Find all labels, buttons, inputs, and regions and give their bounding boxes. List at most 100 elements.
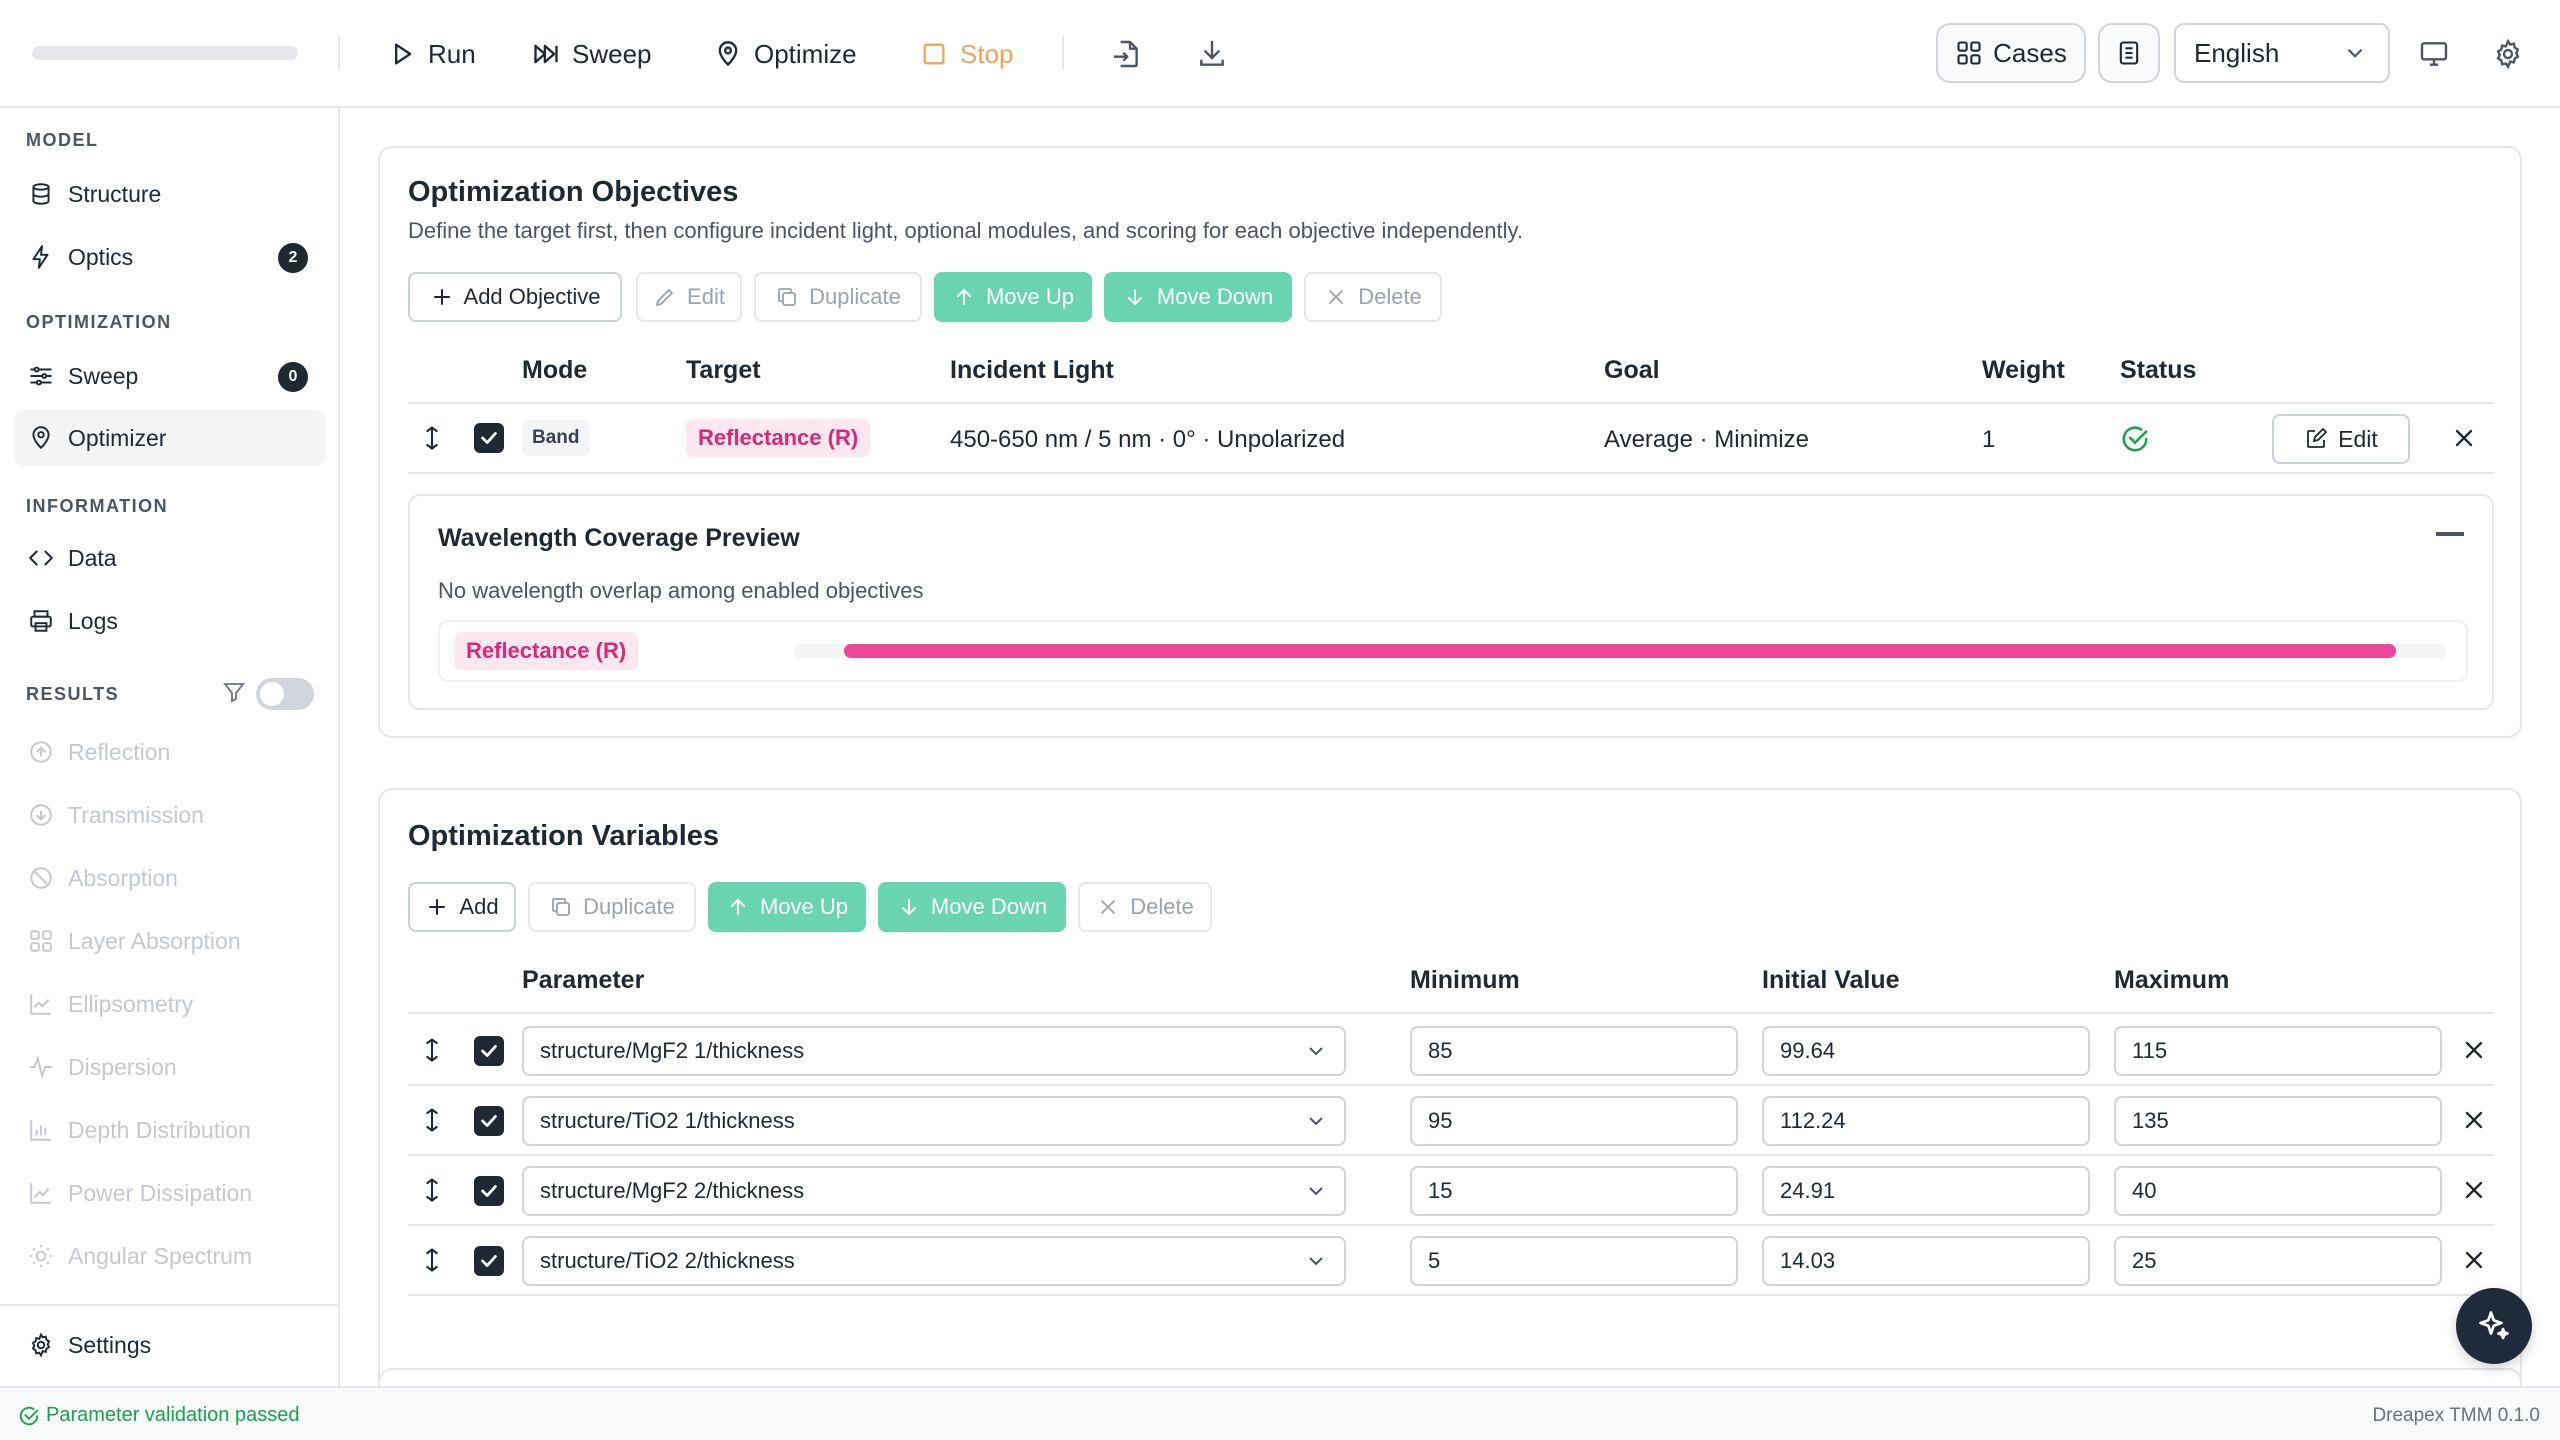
- add-variable-button[interactable]: Add: [408, 882, 516, 932]
- import-button[interactable]: [1108, 36, 1144, 72]
- stop-button[interactable]: Stop: [920, 28, 1014, 80]
- maximum-input[interactable]: 25: [2114, 1236, 2442, 1286]
- duplicate-objective-button[interactable]: Duplicate: [754, 272, 922, 322]
- sidebar-item-depth-distribution[interactable]: Depth Distribution: [14, 1102, 326, 1158]
- initial-value-input[interactable]: 14.03: [1762, 1236, 2090, 1286]
- move-down-variable-button[interactable]: Move Down: [878, 882, 1066, 932]
- drag-handle[interactable]: [418, 1176, 446, 1204]
- cases-button[interactable]: Cases: [1936, 23, 2086, 83]
- drag-handle[interactable]: [418, 1036, 446, 1064]
- parameter-select[interactable]: structure/MgF2 1/thickness: [522, 1026, 1346, 1076]
- optimize-button[interactable]: Optimize: [714, 28, 857, 80]
- maximum-input[interactable]: 40: [2114, 1166, 2442, 1216]
- sidebar-item-sweep[interactable]: Sweep 0: [14, 348, 326, 404]
- settings-gear-button[interactable]: [2490, 36, 2526, 72]
- run-button[interactable]: Run: [388, 28, 476, 80]
- parameter-value: structure/MgF2 2/thickness: [540, 1178, 805, 1203]
- chevron-down-icon: [1309, 1047, 1323, 1056]
- drag-vertical-icon: [426, 1038, 438, 1062]
- parameter-value: structure/MgF2 1/thickness: [540, 1038, 805, 1063]
- download-button[interactable]: [1194, 36, 1230, 72]
- sidebar-item-data[interactable]: Data: [14, 530, 326, 586]
- pencil-icon: [655, 288, 674, 307]
- coverage-track: [794, 644, 2446, 658]
- sidebar-item-settings[interactable]: Settings: [14, 1317, 326, 1373]
- variable-enabled-checkbox[interactable]: [474, 1246, 504, 1276]
- initial-value-input[interactable]: 24.91: [1762, 1166, 2090, 1216]
- initial-value-input[interactable]: 112.24: [1762, 1096, 2090, 1146]
- parameter-select[interactable]: structure/MgF2 2/thickness: [522, 1166, 1346, 1216]
- drag-handle[interactable]: [418, 424, 446, 452]
- duplicate-variable-button[interactable]: Duplicate: [528, 882, 696, 932]
- preview-title: Wavelength Coverage Preview: [438, 524, 800, 552]
- variable-enabled-checkbox[interactable]: [474, 1176, 504, 1206]
- sidebar: MODEL Structure Optics 2 OPTIMIZATION Sw…: [0, 108, 340, 1386]
- variable-enabled-checkbox[interactable]: [474, 1036, 504, 1066]
- ai-assistant-button[interactable]: [2456, 1288, 2532, 1364]
- row-edit-button[interactable]: Edit: [2272, 414, 2410, 464]
- remove-variable-button[interactable]: [2460, 1106, 2488, 1134]
- filter-icon[interactable]: [222, 680, 246, 704]
- coverage-target-tag: Reflectance (R): [454, 632, 639, 670]
- close-icon: [2465, 1251, 2483, 1269]
- column-initial-value: Initial Value: [1762, 966, 1900, 994]
- delete-objective-button[interactable]: Delete: [1304, 272, 1442, 322]
- move-up-variable-button[interactable]: Move Up: [708, 882, 866, 932]
- initial-value-input[interactable]: 99.64: [1762, 1026, 2090, 1076]
- maximum-input[interactable]: 135: [2114, 1096, 2442, 1146]
- sweep-count-badge: 0: [278, 362, 308, 392]
- move-up-objective-button[interactable]: Move Up: [934, 272, 1092, 322]
- minimum-input[interactable]: 15: [1410, 1166, 1738, 1216]
- grid-icon: [1957, 41, 1981, 65]
- sidebar-item-transmission[interactable]: Transmission: [14, 787, 326, 843]
- maximum-input[interactable]: 115: [2114, 1026, 2442, 1076]
- remove-variable-button[interactable]: [2460, 1036, 2488, 1064]
- collapse-icon[interactable]: [2436, 532, 2464, 536]
- sidebar-item-angular-spectrum[interactable]: Angular Spectrum: [14, 1228, 326, 1284]
- sidebar-item-logs[interactable]: Logs: [14, 593, 326, 649]
- sidebar-item-optics[interactable]: Optics 2: [14, 229, 326, 285]
- status-message: Parameter validation passed: [18, 1404, 299, 1427]
- weight-value: 1: [1982, 426, 1996, 453]
- map-pin-icon: [32, 426, 50, 450]
- sidebar-item-dispersion[interactable]: Dispersion: [14, 1039, 326, 1095]
- minimum-input[interactable]: 85: [1410, 1026, 1738, 1076]
- display-button[interactable]: [2416, 36, 2452, 72]
- sidebar-item-power-dissipation[interactable]: Power Dissipation: [14, 1165, 326, 1221]
- remove-variable-button[interactable]: [2460, 1246, 2488, 1274]
- language-select[interactable]: English: [2174, 23, 2390, 83]
- map-pin-icon: [718, 41, 738, 67]
- minimum-input[interactable]: 5: [1410, 1236, 1738, 1286]
- sidebar-item-ellipsometry[interactable]: Ellipsometry: [14, 976, 326, 1032]
- move-down-objective-button[interactable]: Move Down: [1104, 272, 1292, 322]
- code-icon: [29, 550, 53, 566]
- parameter-value: structure/TiO2 1/thickness: [540, 1108, 795, 1133]
- notes-button[interactable]: [2098, 23, 2160, 83]
- minimum-input[interactable]: 95: [1410, 1096, 1738, 1146]
- remove-variable-button[interactable]: [2460, 1176, 2488, 1204]
- drag-vertical-icon: [426, 1108, 438, 1132]
- results-toggle[interactable]: [256, 678, 314, 710]
- sidebar-item-absorption[interactable]: Absorption: [14, 850, 326, 906]
- sweep-button[interactable]: Sweep: [532, 28, 652, 80]
- gear-icon: [2496, 38, 2520, 70]
- parameter-select[interactable]: structure/TiO2 1/thickness: [522, 1096, 1346, 1146]
- sidebar-item-optimizer[interactable]: Optimizer: [14, 410, 326, 466]
- sparkles-icon: [2479, 1311, 2509, 1340]
- variable-enabled-checkbox[interactable]: [474, 1106, 504, 1136]
- remove-objective-button[interactable]: [2450, 424, 2478, 452]
- section-label-optimization: OPTIMIZATION: [26, 312, 172, 332]
- add-objective-button[interactable]: Add Objective: [408, 272, 622, 322]
- edit-objective-button[interactable]: Edit: [636, 272, 742, 322]
- delete-variable-button[interactable]: Delete: [1078, 882, 1212, 932]
- sidebar-item-structure[interactable]: Structure: [14, 166, 326, 222]
- sidebar-item-layer-absorption[interactable]: Layer Absorption: [14, 913, 326, 969]
- drag-handle[interactable]: [418, 1106, 446, 1134]
- parameter-select[interactable]: structure/TiO2 2/thickness: [522, 1236, 1346, 1286]
- drag-handle[interactable]: [418, 1246, 446, 1274]
- objective-enabled-checkbox[interactable]: [474, 423, 504, 453]
- sidebar-item-reflection[interactable]: Reflection: [14, 724, 326, 780]
- arrow-down-icon: [1127, 289, 1142, 306]
- target-tag: Reflectance (R): [686, 419, 871, 457]
- close-icon: [2465, 1041, 2483, 1059]
